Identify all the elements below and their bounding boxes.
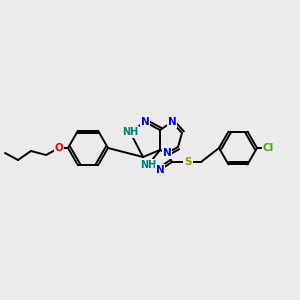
Text: N: N <box>168 117 176 127</box>
Text: NH: NH <box>122 127 138 137</box>
Text: N: N <box>163 148 171 158</box>
Text: NH: NH <box>140 160 156 170</box>
Text: N: N <box>156 165 164 175</box>
Text: N: N <box>141 117 149 127</box>
Text: S: S <box>184 157 192 167</box>
Text: Cl: Cl <box>262 143 274 153</box>
Text: O: O <box>55 143 63 153</box>
